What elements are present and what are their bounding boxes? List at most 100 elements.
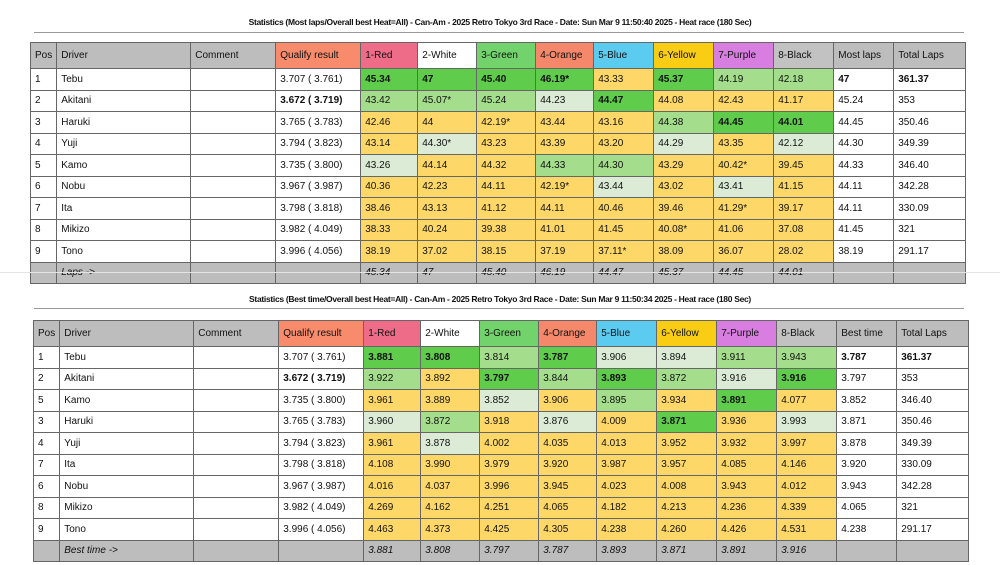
total-laps-cell: 350.46: [893, 111, 967, 134]
heat-value-cell: 46.19*: [535, 68, 595, 91]
pos-cell: 4: [29, 132, 58, 155]
heat-value-cell: 4.002: [479, 432, 540, 455]
footer-value: 3.808: [420, 539, 481, 562]
heat-value-cell: 3.872: [656, 367, 718, 390]
heat-value-cell: 3.932: [716, 432, 778, 455]
table-row: 6 Nobu 3.967 ( 3.987) 4.016 4.037 3.996 3.945 4…: [32, 475, 970, 498]
heat-value-cell: 43.29: [653, 154, 715, 177]
qualify-cell: 3.798 ( 3.818): [278, 453, 365, 476]
driver-cell: Tono: [59, 518, 195, 541]
total-laps-cell: 361.37: [896, 346, 970, 369]
heat-value-cell: 39.45: [773, 154, 835, 177]
driver-cell: Yuji: [56, 132, 192, 155]
total-laps-cell: 346.40: [896, 389, 970, 412]
total-laps-cell: 342.28: [896, 475, 970, 498]
heat-value-cell: 3.916: [716, 367, 778, 390]
total-laps-cell: 291.17: [893, 240, 967, 263]
best-cell: 44.11: [833, 175, 895, 198]
pos-cell: 4: [32, 432, 61, 455]
heat-value-cell: 3.918: [479, 410, 540, 433]
table-row: 8 Mikizo 3.982 ( 4.049) 4.269 4.162 4.251 4.06…: [32, 496, 970, 519]
driver-cell: Mikizo: [56, 218, 192, 241]
heat-value-cell: 38.19: [360, 240, 419, 263]
comment-cell: [193, 389, 280, 412]
heat-value-cell: 44.45: [713, 111, 775, 134]
heat-value-cell: 3.960: [363, 410, 422, 433]
footer-label: Best time ->: [59, 539, 195, 562]
heat-value-cell: 42.18: [773, 68, 835, 91]
footer-value: 3.787: [538, 539, 598, 562]
column-header: 7-Purple: [716, 320, 778, 347]
heat-value-cell: 3.844: [538, 367, 598, 390]
heat-value-cell: 4.426: [716, 518, 778, 541]
total-laps-cell: 330.09: [893, 197, 967, 220]
heat-value-cell: 41.06: [713, 218, 775, 241]
heat-value-cell: 3.872: [420, 410, 481, 433]
heat-value-cell: 42.43: [713, 89, 775, 112]
total-laps-cell: 330.09: [896, 453, 970, 476]
heat-value-cell: 4.238: [596, 518, 658, 541]
heat-value-cell: 3.916: [776, 367, 838, 390]
driver-cell: Yuji: [59, 432, 195, 455]
comment-cell: [190, 240, 277, 263]
qualify-cell: 3.794 ( 3.823): [275, 132, 362, 155]
total-laps-cell: 321: [893, 218, 967, 241]
column-header: 2-White: [417, 42, 478, 69]
table-row: 8 Mikizo 3.982 ( 4.049) 38.33 40.24 39.38 41.0…: [29, 218, 967, 241]
heat-value-cell: 44.08: [653, 89, 715, 112]
qualify-cell: 3.967 ( 3.987): [275, 175, 362, 198]
heat-value-cell: 38.46: [360, 197, 419, 220]
footer-blank: [278, 539, 365, 562]
comment-cell: [193, 410, 280, 433]
best-cell: 3.852: [836, 389, 898, 412]
heat-value-cell: 43.16: [593, 111, 655, 134]
best-cell: 44.11: [833, 197, 895, 220]
footer-blank: [32, 539, 61, 562]
best-cell: 44.30: [833, 132, 895, 155]
heat-value-cell: 3.993: [776, 410, 838, 433]
comment-cell: [193, 518, 280, 541]
table-row: 6 Nobu 3.967 ( 3.987) 40.36 42.23 44.11 42.19*…: [29, 175, 967, 198]
heat-value-cell: 3.952: [656, 432, 718, 455]
heat-value-cell: 43.13: [417, 197, 478, 220]
heat-value-cell: 40.46: [593, 197, 655, 220]
best-cell: 45.24: [833, 89, 895, 112]
column-header: 7-Purple: [713, 42, 775, 69]
qualify-cell: 3.735 ( 3.800): [275, 154, 362, 177]
heat-value-cell: 3.990: [420, 453, 481, 476]
heat-value-cell: 43.35: [713, 132, 775, 155]
comment-cell: [193, 475, 280, 498]
table-row: 2 Akitani 3.672 ( 3.719) 43.42 45.07* 45.24 44…: [29, 89, 967, 112]
qualify-cell: 3.982 ( 4.049): [275, 218, 362, 241]
driver-cell: Mikizo: [59, 496, 195, 519]
column-header: Total Laps: [893, 42, 967, 69]
heat-value-cell: 3.997: [776, 432, 838, 455]
heat-value-cell: 44.01: [773, 111, 835, 134]
footer-row: Best time -> 3.881 3.808 3.797 3.787 3.893 3.8…: [32, 539, 970, 562]
heat-value-cell: 4.085: [716, 453, 778, 476]
heat-value-cell: 3.876: [538, 410, 598, 433]
qualify-cell: 3.672 ( 3.719): [275, 89, 362, 112]
best-cell: 3.871: [836, 410, 898, 433]
pos-cell: 6: [32, 475, 61, 498]
table-row: 1 Tebu 3.707 ( 3.761) 3.881 3.808 3.814 3.787 3…: [32, 346, 970, 369]
comment-cell: [193, 346, 280, 369]
heat-value-cell: 3.934: [656, 389, 718, 412]
heat-value-cell: 4.013: [596, 432, 658, 455]
heat-value-cell: 40.24: [417, 218, 478, 241]
table-row: 9 Tono 3.996 ( 4.056) 38.19 37.02 38.15 37.19 3…: [29, 240, 967, 263]
total-laps-cell: 346.40: [893, 154, 967, 177]
heat-value-cell: 3.945: [538, 475, 598, 498]
table-row: 5 Kamo 3.735 ( 3.800) 3.961 3.889 3.852 3.906 3…: [32, 389, 970, 412]
column-header: 4-Orange: [535, 42, 595, 69]
heat-value-cell: 3.787: [538, 346, 598, 369]
heat-value-cell: 41.15: [773, 175, 835, 198]
stats-title-best-time: Statistics (Best time/Overall best Heat=…: [249, 294, 751, 304]
heat-value-cell: 40.08*: [653, 218, 715, 241]
column-header: 6-Yellow: [653, 42, 715, 69]
heat-value-cell: 3.906: [538, 389, 598, 412]
heat-value-cell: 40.36: [360, 175, 419, 198]
column-header: Pos: [29, 42, 58, 69]
total-laps-cell: 349.39: [896, 432, 970, 455]
footer-value: 3.871: [656, 539, 718, 562]
